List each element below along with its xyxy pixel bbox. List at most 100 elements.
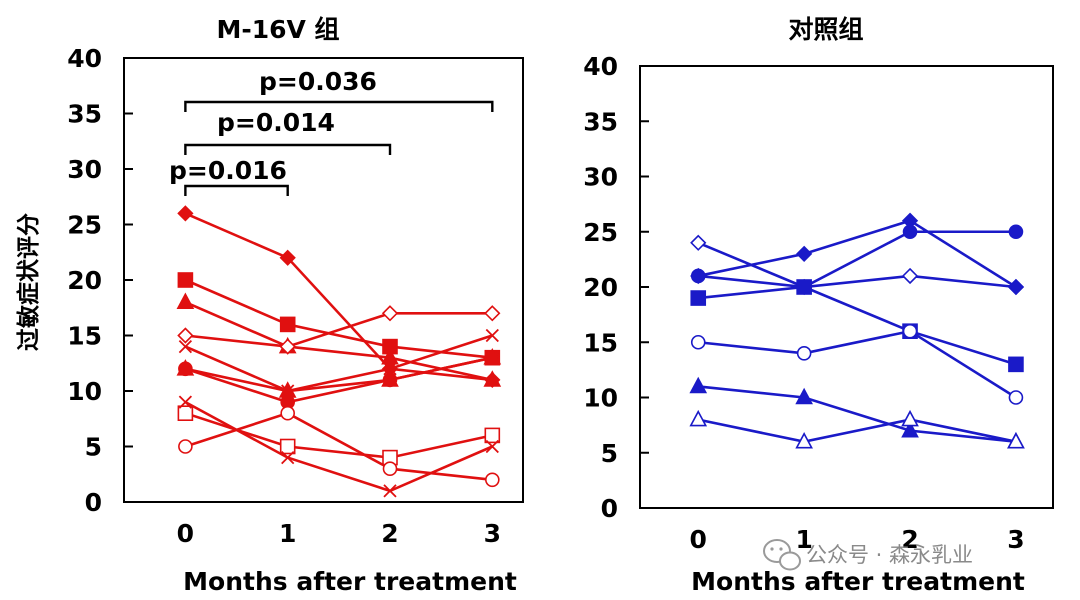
data-point: [176, 359, 195, 376]
chart-panel-control: 对照组 0 5 10 15 20 25 30 35 40 0 1 2 3 Months after trea…: [583, 15, 1054, 596]
x-tick-label: 1: [795, 525, 812, 554]
data-point: [484, 305, 501, 322]
control-series-filled-triangle: [689, 376, 1025, 449]
data-point: [178, 439, 193, 454]
x-tick-label: 2: [381, 519, 398, 548]
y-tick-label: 30: [583, 163, 618, 192]
series-line: [185, 311, 493, 348]
y-tick-label: 10: [67, 377, 102, 406]
data-point: [1007, 278, 1025, 296]
data-point: [1007, 432, 1025, 449]
wechat-icon: [763, 539, 801, 571]
data-point: [690, 290, 707, 306]
chart-title: 对照组: [788, 15, 863, 44]
y-tick-label: 15: [583, 328, 618, 357]
data-point: [689, 409, 708, 427]
x-axis-label: Months after treatment: [691, 567, 1025, 596]
x-tick-label: 3: [484, 519, 501, 548]
series-line: [184, 212, 493, 382]
control-series-open-circle: [690, 323, 1024, 405]
data-point: [485, 472, 500, 488]
data-point: [280, 405, 295, 421]
series-line: [185, 356, 493, 393]
data-point: [381, 305, 399, 322]
chart-panel-treatment: M-16V 组 0 5 10 15 20 25 30 35 40 0 1 2 3 Months after …: [67, 15, 524, 596]
data-point: [381, 348, 399, 365]
y-tick-label: 35: [583, 107, 618, 136]
data-point: [796, 279, 812, 295]
y-tick-label: 40: [583, 52, 618, 81]
data-point: [177, 272, 194, 288]
y-tick-label: 25: [67, 211, 102, 240]
series-line: [697, 418, 1017, 444]
data-point: [690, 234, 707, 251]
treatment-series-open-diamond: [177, 305, 501, 355]
y-tick-label: 10: [583, 384, 618, 413]
data-point: [690, 334, 706, 350]
x-axis-label: Months after treatment: [183, 567, 517, 596]
plot-frame: [639, 65, 1054, 509]
x-tick-label: 0: [690, 525, 707, 554]
x-tick-label: 3: [1007, 525, 1024, 554]
y-tick-label: 30: [67, 155, 102, 184]
significance-bracket: [184, 184, 289, 196]
data-point: [902, 224, 918, 240]
data-point: [382, 461, 398, 477]
data-point: [279, 249, 296, 266]
series-line: [698, 329, 1017, 399]
data-point: [483, 348, 502, 365]
series-line: [184, 278, 493, 359]
y-tick-label: 25: [583, 218, 618, 247]
data-point: [1008, 356, 1024, 373]
data-point: [690, 268, 706, 284]
treatment-series-cross-2: [178, 395, 499, 498]
data-point: [383, 484, 397, 498]
data-point: [1008, 390, 1024, 405]
y-tick-label: 0: [85, 488, 102, 517]
data-point: [178, 395, 193, 409]
data-point: [178, 339, 193, 354]
y-tick-label: 20: [67, 266, 102, 295]
watermark: 公众号 · 森永乳业: [763, 539, 973, 571]
treatment-series-filled-triangle-2: [176, 348, 502, 398]
series-line: [698, 285, 1017, 366]
data-point: [484, 427, 501, 444]
y-tick-label: 40: [67, 44, 102, 73]
y-tick-label: 35: [67, 100, 102, 129]
data-point: [383, 362, 397, 376]
x-tick-label: 0: [177, 519, 194, 548]
series-line: [184, 400, 493, 493]
data-point: [796, 345, 812, 361]
control-series-open-diamond: [690, 234, 1025, 296]
control-series-filled-square: [690, 279, 1024, 373]
y-tick-label: 5: [85, 433, 102, 462]
series-line: [698, 385, 1017, 443]
data-point: [279, 316, 296, 333]
series-line: [184, 411, 493, 459]
y-tick-label: 0: [601, 494, 618, 523]
data-point: [278, 381, 297, 398]
x-tick-label: 1: [279, 519, 296, 548]
y-axis-label: 过敏症状评分: [15, 213, 42, 351]
data-point: [796, 245, 813, 262]
data-point: [901, 420, 919, 438]
data-point: [483, 370, 502, 387]
series-line: [184, 334, 493, 393]
y-tick-label: 15: [67, 322, 102, 351]
data-point: [485, 439, 499, 454]
series-line: [698, 230, 1016, 289]
data-point: [901, 409, 919, 427]
series-line: [697, 219, 1017, 289]
x-tick-label: 2: [901, 525, 918, 554]
data-point: [177, 205, 194, 222]
data-point: [177, 405, 194, 422]
significance-bracket: [184, 143, 392, 155]
data-point: [485, 328, 499, 343]
data-point: [381, 370, 399, 387]
data-point: [177, 327, 194, 344]
data-point: [176, 292, 195, 310]
data-point: [279, 338, 296, 355]
data-point: [281, 450, 295, 465]
data-point: [1008, 224, 1024, 240]
